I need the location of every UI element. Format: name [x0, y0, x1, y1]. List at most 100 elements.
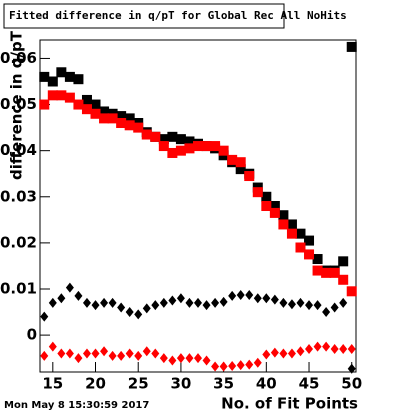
- diamond-marker: [313, 341, 322, 352]
- x-tick-label: 45: [299, 375, 320, 393]
- square-marker: [64, 92, 75, 103]
- square-marker: [56, 67, 67, 78]
- diamond-marker: [40, 350, 49, 361]
- square-marker: [184, 143, 195, 154]
- square-marker: [244, 171, 255, 182]
- square-marker: [175, 145, 186, 156]
- x-tick-label: 15: [42, 375, 63, 393]
- square-marker: [175, 134, 186, 145]
- diamond-marker: [287, 348, 296, 359]
- square-marker: [235, 164, 246, 175]
- square-marker: [73, 99, 84, 110]
- diamond-marker: [176, 353, 185, 364]
- diamond-marker: [91, 300, 100, 311]
- square-marker: [295, 242, 306, 253]
- diamond-marker: [296, 346, 305, 357]
- diamond-marker: [270, 347, 279, 358]
- square-marker: [124, 113, 135, 124]
- diamond-marker: [322, 307, 331, 318]
- diamond-marker: [159, 353, 168, 364]
- square-marker: [184, 136, 195, 147]
- square-marker: [304, 249, 315, 260]
- diamond-marker: [108, 350, 117, 361]
- square-marker: [227, 154, 238, 165]
- square-marker: [295, 228, 306, 239]
- square-marker: [278, 210, 289, 221]
- diamond-marker: [82, 297, 91, 308]
- y-tick-label: 0.04: [0, 141, 37, 159]
- y-axis-label: difference in q/pT: [8, 30, 26, 180]
- square-marker: [201, 141, 212, 152]
- diamond-marker: [313, 300, 322, 311]
- x-axis-label: No. of Fit Points: [221, 395, 358, 413]
- square-marker: [99, 113, 110, 124]
- diamond-marker: [117, 350, 126, 361]
- diamond-marker: [142, 303, 151, 314]
- square-marker: [167, 147, 178, 158]
- square-marker: [158, 141, 169, 152]
- diamond-marker: [305, 300, 314, 311]
- square-marker: [278, 219, 289, 230]
- footer: Mon May 8 15:30:59 2017: [4, 400, 149, 411]
- square-marker: [158, 134, 169, 145]
- diamond-marker: [125, 348, 134, 359]
- diamond-marker: [339, 297, 348, 308]
- square-marker: [90, 108, 101, 119]
- square-marker: [261, 201, 272, 211]
- diamond-marker: [57, 293, 66, 304]
- y-tick-label: 0.01: [0, 280, 37, 298]
- diamond-marker: [176, 293, 185, 304]
- diamond-marker: [202, 300, 211, 311]
- diamond-marker: [100, 297, 109, 308]
- diamond-marker: [194, 353, 202, 364]
- y-tick-label: 0: [27, 326, 37, 344]
- square-marker: [107, 113, 118, 124]
- x-tick-label: 50: [341, 375, 362, 393]
- square-marker: [81, 94, 92, 105]
- square-marker: [193, 141, 203, 152]
- diamond-marker: [48, 341, 57, 352]
- diamond-marker: [125, 307, 134, 318]
- square-marker: [210, 141, 221, 152]
- square-marker: [116, 118, 127, 128]
- x-tick-label: 40: [256, 375, 277, 393]
- square-marker: [90, 99, 101, 110]
- diamond-marker: [253, 357, 262, 368]
- square-marker: [321, 267, 332, 278]
- diamond-marker: [134, 309, 143, 320]
- diamond-marker: [296, 297, 305, 308]
- x-tick-label: 35: [213, 375, 234, 393]
- square-marker: [133, 122, 144, 133]
- y-tick-label: 0.06: [0, 49, 37, 67]
- square-marker: [39, 71, 50, 82]
- x-tick-label: 30: [170, 375, 191, 393]
- square-marker: [73, 74, 84, 85]
- square-marker: [124, 120, 135, 131]
- diamond-marker: [100, 346, 109, 357]
- diamond-marker: [194, 297, 202, 308]
- diamond-marker: [253, 293, 262, 304]
- diamond-marker: [236, 289, 245, 300]
- square-marker: [304, 235, 315, 246]
- y-tick-label: 0.02: [0, 233, 37, 251]
- square-marker: [167, 131, 178, 142]
- x-tick-label: 20: [85, 375, 106, 393]
- diamond-marker: [211, 361, 220, 372]
- diamond-marker: [159, 297, 168, 308]
- diamond-marker: [245, 359, 254, 370]
- diamond-marker: [185, 353, 194, 364]
- diamond-marker: [347, 363, 356, 374]
- square-marker: [346, 41, 357, 52]
- diamond-marker: [339, 343, 348, 354]
- chart-title: Fitted difference in q/pT for Global Rec…: [9, 9, 347, 22]
- diamond-marker: [262, 293, 271, 304]
- diamond-marker: [219, 296, 228, 307]
- square-marker: [252, 187, 263, 198]
- square-marker: [312, 254, 323, 265]
- diamond-marker: [236, 360, 245, 371]
- diamond-marker: [305, 343, 314, 354]
- diamond-marker: [151, 348, 160, 359]
- diamond-marker: [245, 289, 254, 300]
- square-marker: [141, 129, 152, 140]
